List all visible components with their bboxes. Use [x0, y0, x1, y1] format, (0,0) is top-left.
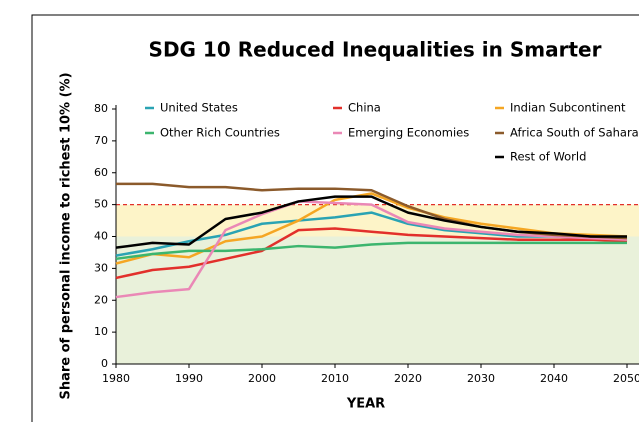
legend-label: Indian Subcontinent [510, 101, 626, 115]
y-tick-label: 10 [94, 325, 108, 338]
x-axis-label: YEAR [346, 397, 385, 412]
legend-label: Other Rich Countries [160, 126, 280, 140]
x-tick-label: 2040 [540, 372, 568, 385]
frame [31, 14, 639, 422]
legend-label: United States [160, 101, 238, 115]
series-line [115, 227, 628, 280]
y-tick-label: 40 [94, 230, 108, 243]
y-tick-label: 0 [101, 357, 108, 370]
y-tick-label: 20 [94, 293, 108, 306]
y-axis-label: Share of personal income to richest 10% … [59, 72, 74, 399]
x-tick-label: 2020 [394, 372, 422, 385]
x-tick-label: 2000 [248, 372, 276, 385]
y-tick-label: 60 [94, 166, 108, 179]
legend-label: Africa South of Sahara [510, 126, 639, 140]
legend-label: China [348, 101, 381, 115]
x-tick-label: 2030 [467, 372, 495, 385]
y-tick-label: 50 [94, 198, 108, 211]
x-tick-label: 2010 [321, 372, 349, 385]
x-tick-label: 1990 [175, 372, 203, 385]
x-tick-label: 2050 [613, 372, 639, 385]
y-tick-label: 70 [94, 134, 108, 147]
chart-title: SDG 10 Reduced Inequalities in Smarter [149, 38, 602, 62]
y-tick-label: 80 [94, 102, 108, 115]
y-tick-label: 30 [94, 261, 108, 274]
x-tick-label: 1980 [102, 372, 130, 385]
series-line [115, 195, 627, 249]
legend-label: Emerging Economies [348, 126, 469, 140]
series-line [115, 200, 628, 299]
series-line [115, 241, 627, 261]
lower-region [116, 236, 639, 364]
legend-label: Rest of World [510, 150, 586, 164]
